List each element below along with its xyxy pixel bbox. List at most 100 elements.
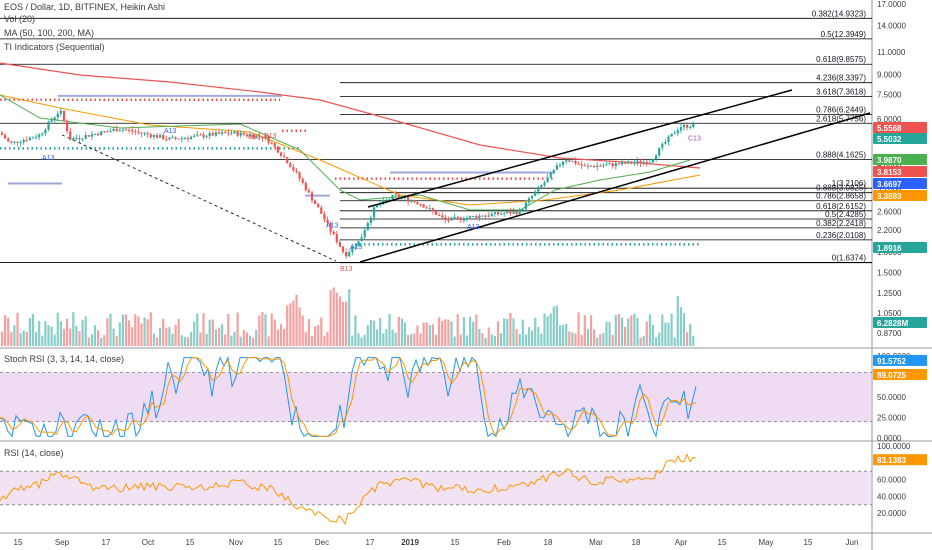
trend-channel[interactable] <box>359 89 871 263</box>
volume-bar <box>202 312 205 346</box>
candle-body <box>410 200 413 202</box>
candle-body <box>524 202 527 210</box>
volume-bar <box>193 321 196 346</box>
price-axis-label: 7.5000 <box>877 90 902 99</box>
volume-bar <box>546 316 549 346</box>
candle-body <box>332 231 335 235</box>
volume-bar <box>673 337 676 346</box>
candle-body <box>121 129 124 131</box>
candle-body <box>50 120 53 122</box>
fib-label: 0.618(9.8575) <box>816 55 866 64</box>
candle-body <box>459 217 462 221</box>
stoch-legend[interactable]: Stoch RSI (3, 3, 14, 14, close) <box>4 354 124 364</box>
candle-body <box>360 237 363 242</box>
candle-body <box>692 123 695 128</box>
candle-body <box>97 133 100 136</box>
candle-body <box>124 129 128 131</box>
volume-bar <box>379 317 382 346</box>
volume-bar <box>686 332 689 346</box>
candle-body <box>670 133 673 137</box>
rsi-legend[interactable]: RSI (14, close) <box>4 448 64 458</box>
candle-body <box>242 132 245 135</box>
volume-bar <box>469 316 472 346</box>
candle-body <box>453 216 456 218</box>
price-axis-label: 6.0000 <box>877 115 902 124</box>
rsi-badge <box>873 454 927 466</box>
candle-body <box>391 195 394 200</box>
volume-bar <box>10 331 13 346</box>
candle-body <box>521 209 524 211</box>
volume-bar <box>66 318 69 346</box>
price-axis-label: 9.0000 <box>877 70 902 79</box>
candle-body <box>301 178 304 183</box>
volume-bar <box>478 328 481 346</box>
fib-label: 0.382(14.9323) <box>812 9 867 18</box>
volume-bar <box>527 327 531 346</box>
fib-label: 0.888(4.1625) <box>816 150 866 159</box>
time-axis-label: Oct <box>142 538 155 547</box>
volume-bar <box>115 336 118 346</box>
price-axis-label: 1.5000 <box>877 268 902 277</box>
candle-body <box>602 165 605 167</box>
candle-body <box>676 130 679 134</box>
candle-body <box>233 131 236 134</box>
volume-bar <box>465 335 469 346</box>
volume-bar <box>611 334 614 346</box>
volume-bar <box>658 332 661 346</box>
candle-body <box>620 162 624 165</box>
candle-body <box>168 137 171 140</box>
time-axis-label: 17 <box>102 538 111 547</box>
oscillator-lines <box>0 355 697 526</box>
sequential-label: A13 <box>164 128 177 135</box>
candle-body <box>217 132 221 134</box>
sequential-label: A13 <box>350 244 363 251</box>
candle-body <box>289 163 292 168</box>
candle-body <box>645 161 648 164</box>
volume-bar <box>75 325 78 346</box>
volume-bar <box>565 323 568 346</box>
volume-bar <box>329 290 332 346</box>
volume-bar <box>602 333 605 346</box>
ti-legend[interactable]: TI Indicators (Sequential) <box>4 42 105 52</box>
candle-body <box>152 135 155 138</box>
price-axis-label: 17.0000 <box>877 0 906 9</box>
candle-body <box>348 252 351 257</box>
volume-bar <box>447 319 450 346</box>
volume-bar <box>19 333 22 346</box>
volume-bar <box>555 305 558 346</box>
symbol-title: EOS / Dollar, 1D, BITFINEX, Heikin Ashi <box>4 2 165 12</box>
volume-bar <box>670 313 673 346</box>
candle-body <box>286 157 289 164</box>
volume-bar <box>496 321 500 346</box>
candle-body <box>190 136 193 139</box>
volume-bar <box>25 331 28 346</box>
candle-body <box>496 212 500 215</box>
time-axis-label: May <box>758 538 773 547</box>
candle-body <box>227 132 230 134</box>
volume-bar <box>252 337 255 346</box>
volume-bar <box>348 289 351 346</box>
candle-body <box>320 207 323 214</box>
candle-body <box>202 134 205 138</box>
volume-bar <box>301 315 304 346</box>
ma-legend[interactable]: MA (50, 100, 200, MA) <box>4 28 94 38</box>
candle-body <box>323 213 326 220</box>
volume-bar <box>599 334 602 346</box>
volume-bar <box>292 300 295 346</box>
volume-bar <box>388 314 391 346</box>
stoch-d-line <box>0 356 697 437</box>
stoch-k-line <box>0 355 697 439</box>
vol-legend[interactable]: Vol (20) <box>4 14 35 24</box>
volume-bar <box>208 319 211 346</box>
volume-bar <box>450 321 453 346</box>
candle-body <box>531 195 534 199</box>
time-axis-label: 17 <box>366 538 375 547</box>
volume-bar <box>28 317 31 346</box>
stoch-k-badge-text: 91.5752 <box>877 357 906 366</box>
price-badge-text: 5.5568 <box>877 124 902 133</box>
candle-body <box>252 134 255 138</box>
volume-bars <box>0 287 695 346</box>
candle-body <box>75 138 78 140</box>
volume-bar <box>248 335 252 346</box>
